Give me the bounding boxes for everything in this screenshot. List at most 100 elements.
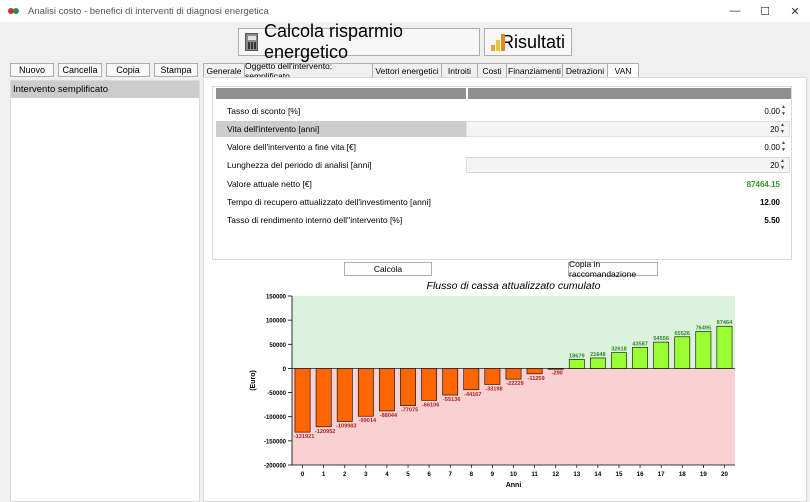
bar xyxy=(547,368,564,370)
y-tick-label: -100000 xyxy=(264,415,287,421)
x-tick-label: 4 xyxy=(385,471,389,478)
bar xyxy=(568,359,585,369)
tab-finanziamenti[interactable]: Finanziamenti xyxy=(506,63,563,77)
tasso-rendimento-value: 5.50 xyxy=(764,215,780,225)
data-label: -99014 xyxy=(359,418,377,424)
row-tasso-rendimento: Tasso di rendimento interno dell''interv… xyxy=(216,212,790,228)
bar xyxy=(421,368,438,401)
x-tick-label: 7 xyxy=(448,471,452,478)
calcola-risparmio-button[interactable]: Calcola risparmio energetico xyxy=(238,21,480,62)
tempo-recupero-value: 12.00 xyxy=(759,197,780,207)
left-toolbar: Nuovo Cancella Copia Stampa xyxy=(10,63,198,77)
bar xyxy=(674,336,691,369)
data-label: 21648 xyxy=(590,352,606,358)
x-tick-label: 15 xyxy=(616,471,623,478)
tasso-sconto-input[interactable]: 0.00 ▲ ▼ xyxy=(466,103,790,119)
tab-oggetto-intervento[interactable]: Oggetto dell'intervento: semplificato xyxy=(244,61,373,81)
data-label: 76495 xyxy=(696,325,712,331)
close-button[interactable]: ✕ xyxy=(790,5,800,18)
x-tick-label: 17 xyxy=(658,471,665,478)
app-icon xyxy=(8,6,22,16)
tab-costi[interactable]: Costi xyxy=(477,63,507,77)
x-tick-label: 5 xyxy=(406,471,410,478)
data-label: -44167 xyxy=(464,392,481,398)
x-tick-label: 18 xyxy=(679,471,686,478)
row-valore-fine-vita: Valore dell'intervento a fine vita [€] 0… xyxy=(216,139,790,155)
chart-title: Flusso di cassa attualizzato cumulato xyxy=(427,280,601,292)
spinner-arrows-icon[interactable]: ▲ ▼ xyxy=(781,140,786,153)
grid-header xyxy=(216,88,791,99)
copia-button[interactable]: Copia xyxy=(106,63,150,77)
tab-introiti[interactable]: Introiti xyxy=(441,63,478,77)
risultati-button[interactable]: Risultati xyxy=(484,28,572,56)
bar xyxy=(632,347,648,369)
y-tick-label: 100000 xyxy=(266,319,287,325)
row-tempo-recupero: Tempo di recupero attualizzato dell'inve… xyxy=(216,194,790,210)
stampa-button[interactable]: Stampa xyxy=(154,63,198,77)
maximize-button[interactable]: ☐ xyxy=(760,5,770,18)
x-tick-label: 19 xyxy=(700,471,707,478)
bar xyxy=(463,368,480,391)
field-label: Tasso di sconto [%] xyxy=(227,106,301,116)
data-label: -290 xyxy=(552,371,563,377)
cancella-button[interactable]: Cancella xyxy=(58,63,102,77)
bar xyxy=(442,368,459,396)
risultati-label: Risultati xyxy=(500,31,565,52)
row-periodo-analisi: Lunghezza del periodo di analisi [anni] … xyxy=(216,157,790,173)
x-tick-label: 16 xyxy=(637,471,644,478)
data-label: -11259 xyxy=(528,376,545,382)
y-tick-label: 50000 xyxy=(269,343,286,349)
data-label: 43587 xyxy=(632,341,648,347)
row-tasso-sconto: Tasso di sconto [%] 0.00 ▲ ▼ xyxy=(216,103,790,119)
x-tick-label: 8 xyxy=(470,471,474,478)
intervention-list: Intervento semplificato xyxy=(10,80,200,502)
data-label: 87464 xyxy=(717,320,733,326)
van-panel: Tasso di sconto [%] 0.00 ▲ ▼ Vita dell'in… xyxy=(203,77,807,502)
row-vita-intervento: Vita dell'intervento [anni] 20 ▲ ▼ xyxy=(216,121,790,137)
x-tick-label: 14 xyxy=(594,471,601,478)
tab-bar: Generale Oggetto dell'intervento: sempli… xyxy=(203,61,639,81)
bar xyxy=(611,352,627,369)
data-label: -109983 xyxy=(336,424,357,430)
data-label: -131921 xyxy=(294,434,315,440)
x-tick-label: 2 xyxy=(343,471,347,478)
vita-intervento-input[interactable]: 20 ▲ ▼ xyxy=(466,121,790,137)
data-label: 65526 xyxy=(674,331,690,337)
window-title: Analisi costo - benefici di interventi d… xyxy=(28,5,269,17)
spinner-arrows-icon[interactable]: ▲ ▼ xyxy=(780,158,785,171)
bar xyxy=(336,368,353,422)
field-label: Lunghezza del periodo di analisi [anni] xyxy=(227,160,372,170)
bar xyxy=(484,368,501,385)
tab-van[interactable]: VAN xyxy=(607,63,639,78)
data-label: 54556 xyxy=(653,336,669,342)
valore-fine-vita-input[interactable]: 0.00 ▲ ▼ xyxy=(466,139,790,155)
list-item-intervento-semplificato[interactable]: Intervento semplificato xyxy=(11,81,199,98)
spinner-arrows-icon[interactable]: ▲ ▼ xyxy=(781,104,786,117)
data-label: -77075 xyxy=(401,408,418,414)
row-valore-attuale-netto: Valore attuale netto [€] 87464.15 xyxy=(216,176,790,192)
y-axis-label: (Euro) xyxy=(250,370,257,391)
minimize-button[interactable]: — xyxy=(729,5,741,17)
y-tick-label: -150000 xyxy=(264,439,287,445)
bar-chart-icon xyxy=(491,33,505,51)
field-label: Tasso di rendimento interno dell''interv… xyxy=(227,215,403,225)
bar xyxy=(653,341,670,369)
bar xyxy=(315,368,332,428)
nuovo-button[interactable]: Nuovo xyxy=(10,63,54,77)
data-label: -33198 xyxy=(485,386,502,392)
tab-vettori-energetici[interactable]: Vettori energetici xyxy=(372,63,442,77)
data-label: 32618 xyxy=(611,347,627,353)
x-tick-label: 10 xyxy=(510,471,517,478)
tab-generale[interactable]: Generale xyxy=(203,63,245,77)
data-label: -120952 xyxy=(315,429,336,435)
field-label: Valore attuale netto [€] xyxy=(227,179,312,189)
van-parameters-grid: Tasso di sconto [%] 0.00 ▲ ▼ Vita dell'in… xyxy=(212,86,792,260)
y-tick-label: -50000 xyxy=(267,391,286,397)
tab-detrazioni[interactable]: Detrazioni xyxy=(562,63,608,77)
copia-raccomandazione-button[interactable]: Copia in raccomandazione xyxy=(568,259,658,279)
periodo-analisi-input[interactable]: 20 ▲ ▼ xyxy=(466,157,790,173)
spinner-arrows-icon[interactable]: ▲ ▼ xyxy=(780,122,785,135)
bar xyxy=(357,368,374,417)
x-tick-label: 13 xyxy=(573,471,580,478)
calcola-button[interactable]: Calcola xyxy=(344,262,432,276)
